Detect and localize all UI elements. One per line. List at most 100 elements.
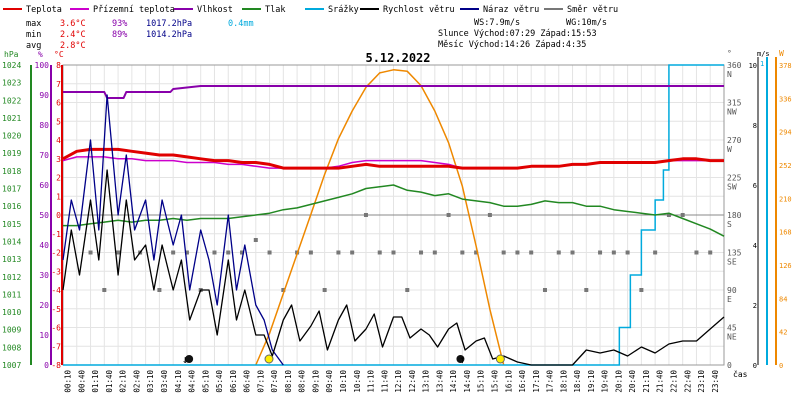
- celsius-tick-label: 6: [56, 99, 61, 108]
- hpa-tick-label: 1010: [2, 308, 21, 317]
- wind-direction-dot: [542, 288, 547, 292]
- stat-temp-min: 2.4°C: [60, 30, 86, 40]
- wind-direction-dot: [460, 250, 465, 255]
- celsius-tick-label: -5: [51, 305, 61, 314]
- wind-tick-label: 6: [753, 182, 757, 190]
- x-tick-label: 11:10: [367, 370, 376, 393]
- x-tick-label: 05:10: [201, 370, 210, 393]
- celsius-tick-label: 3: [56, 155, 61, 164]
- celsius-tick-label: -1: [51, 230, 61, 239]
- x-tick-label: 18:10: [559, 370, 568, 393]
- wind-direction-dot: [584, 288, 589, 292]
- wind-direction-dot: [350, 250, 355, 255]
- x-tick-label: 12:10: [394, 370, 403, 393]
- direction-tick-label: NW: [727, 108, 737, 117]
- solar-radiation-line: [255, 69, 505, 366]
- wind-direction-dot: [639, 288, 644, 292]
- legend-label: Náraz větru: [483, 5, 539, 15]
- stat-label-min: min: [26, 30, 41, 40]
- wind-tick-label: 0: [753, 362, 757, 370]
- x-tick-label: 18:40: [573, 370, 582, 393]
- x-tick-label: 19:40: [601, 370, 610, 393]
- x-tick-label: 01:10: [91, 370, 100, 393]
- hpa-tick-label: 1012: [2, 273, 21, 282]
- x-tick-label: 10:10: [339, 370, 348, 393]
- hpa-tick-label: 1016: [2, 202, 21, 211]
- axes: hPa% °C1024102310221021102010191018101710…: [2, 49, 792, 393]
- legend-label: Srážky: [328, 5, 359, 15]
- direction-tick-label: SW: [727, 183, 737, 192]
- wind-tick-label: 10: [749, 62, 757, 70]
- x-tick-label: 20:10: [614, 370, 623, 393]
- sun-tick-label: 378: [779, 62, 792, 70]
- x-tick-label: 21:40: [656, 370, 665, 393]
- stat-press-max: 1017.2hPa: [146, 19, 192, 29]
- wind-direction-dot: [611, 250, 616, 255]
- direction-tick-label: SE: [727, 258, 737, 267]
- celsius-tick-label: -8: [51, 361, 61, 370]
- celsius-tick-label: 8: [56, 61, 61, 70]
- wind-direction-dot: [184, 250, 189, 255]
- sun-tick-label: 0: [779, 362, 783, 370]
- x-tick-label: 00:10: [64, 370, 73, 393]
- sunset-icon: [495, 354, 505, 364]
- x-tick-label: 08:10: [284, 370, 293, 393]
- x-tick-label: 20:40: [628, 370, 637, 393]
- sunrise-icon: [264, 354, 274, 364]
- sun-tick-label: 336: [779, 95, 792, 103]
- x-axis-title: čas: [733, 369, 748, 379]
- wind-direction-dot: [666, 213, 671, 217]
- wind-direction-dot: [322, 288, 327, 292]
- legend-label: Rychlost větru: [383, 5, 455, 15]
- wind-direction-dot: [446, 213, 451, 217]
- wind-direction-dot: [474, 250, 479, 255]
- direction-tick-label: E: [727, 295, 732, 304]
- sun-tick-label: 252: [779, 162, 792, 170]
- humidity-axis-title: %: [38, 50, 43, 59]
- celsius-tick-label: -6: [51, 324, 61, 333]
- x-tick-label: 17:40: [546, 370, 555, 393]
- hpa-tick-label: 1017: [2, 185, 21, 194]
- pressure-line: [63, 184, 725, 237]
- moonrise-icon: [456, 355, 465, 363]
- x-tick-label: 09:10: [311, 370, 320, 393]
- humidity-tick-label: 40: [39, 241, 49, 250]
- sun-axis-title: W: [779, 49, 784, 58]
- hpa-tick-label: 1008: [2, 343, 21, 352]
- direction-tick-label: 90: [727, 286, 737, 295]
- humidity-line: [63, 85, 724, 99]
- hpa-tick-label: 1024: [2, 61, 21, 70]
- x-tick-label: 12:40: [408, 370, 417, 393]
- humidity-tick-label: 10: [39, 331, 49, 340]
- celsius-tick-label: 1: [56, 192, 61, 201]
- moon-arrow-marker: ↓: [182, 353, 189, 366]
- wind-direction-dot: [570, 250, 575, 255]
- chart-title: 5.12.2022: [365, 51, 430, 65]
- direction-tick-label: 180: [727, 211, 742, 220]
- wind-axis-title: m/s: [757, 50, 770, 58]
- stat-wind-speed: WS:7.9m/s: [474, 18, 520, 28]
- legend-label: Vlhkost: [197, 5, 233, 15]
- wind-gust-line: [62, 94, 284, 366]
- x-tick-label: 19:10: [587, 370, 596, 393]
- x-tick-label: 03:10: [146, 370, 155, 393]
- direction-tick-label: NE: [727, 333, 737, 342]
- x-tick-label: 22:10: [670, 370, 679, 393]
- x-tick-label: 09:40: [325, 370, 334, 393]
- celsius-tick-label: -4: [51, 286, 61, 295]
- stat-label-avg: avg: [26, 41, 41, 51]
- direction-axis-title: °: [727, 49, 732, 58]
- x-tick-label: 15:40: [490, 370, 499, 393]
- x-tick-label: 10:40: [353, 370, 362, 393]
- hpa-tick-label: 1013: [2, 255, 21, 264]
- wind-direction-dot: [267, 250, 272, 255]
- celsius-tick-label: 4: [56, 136, 61, 145]
- x-tick-label: 08:40: [298, 370, 307, 393]
- direction-tick-label: 225: [727, 174, 742, 183]
- humidity-tick-label: 80: [39, 121, 49, 130]
- sun-tick-label: 210: [779, 195, 792, 203]
- direction-tick-label: 45: [727, 324, 737, 333]
- x-tick-label: 05:40: [215, 370, 224, 393]
- direction-tick-label: 315: [727, 99, 742, 108]
- celsius-axis-title: °C: [54, 50, 64, 59]
